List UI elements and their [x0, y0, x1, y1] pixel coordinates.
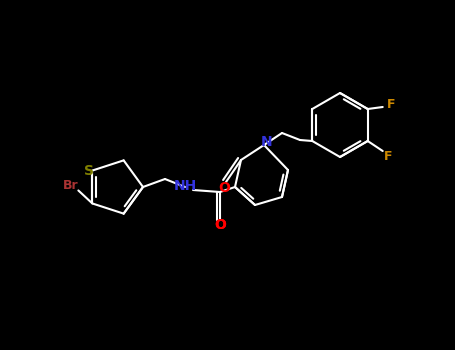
Text: NH: NH: [173, 179, 197, 193]
Text: Br: Br: [62, 179, 78, 192]
Text: F: F: [386, 98, 395, 111]
Text: O: O: [218, 181, 230, 195]
Text: O: O: [214, 218, 226, 232]
Text: S: S: [84, 163, 94, 177]
Text: N: N: [261, 135, 273, 149]
Text: O: O: [214, 218, 226, 232]
Text: F: F: [384, 149, 392, 162]
